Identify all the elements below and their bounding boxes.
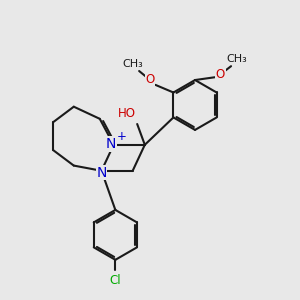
Text: N: N xyxy=(96,166,107,179)
Text: CH₃: CH₃ xyxy=(226,54,247,64)
Text: O: O xyxy=(216,68,225,81)
Text: CH₃: CH₃ xyxy=(122,59,143,69)
Text: N: N xyxy=(106,137,116,151)
Text: Cl: Cl xyxy=(110,274,121,287)
Text: +: + xyxy=(116,130,126,142)
Text: HO: HO xyxy=(118,107,136,120)
Text: O: O xyxy=(145,73,154,86)
